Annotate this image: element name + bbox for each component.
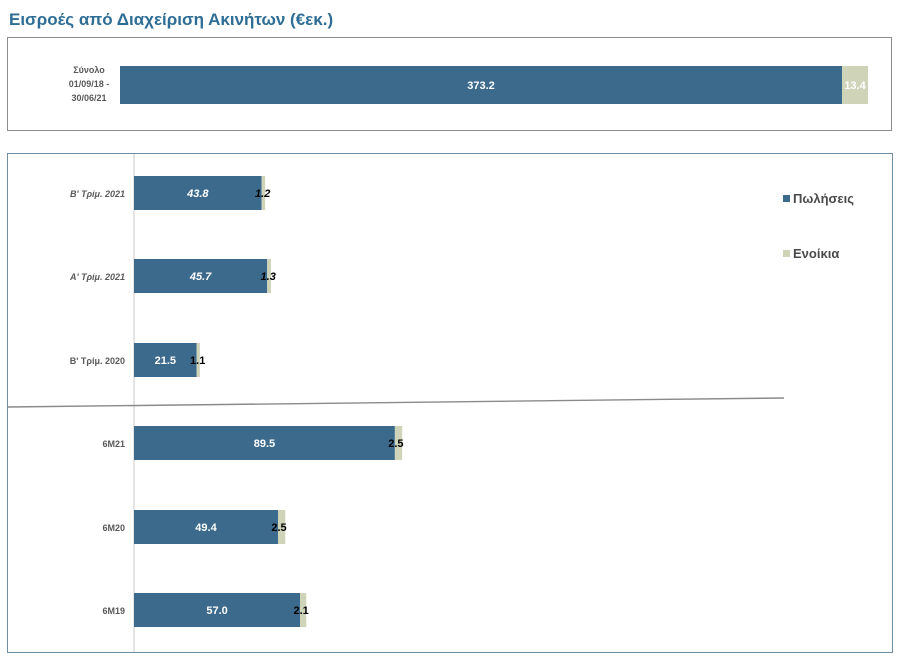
data-label-total-sales: 373.2 xyxy=(467,80,495,92)
data-label-rents: 1.3 xyxy=(261,271,276,283)
bar-rents xyxy=(394,426,403,460)
data-label-sales: 43.8 xyxy=(186,188,209,200)
category-label-total-line: Σύνολο xyxy=(73,65,105,75)
data-label-rents: 1.2 xyxy=(255,188,270,200)
category-label: 6M20 xyxy=(102,523,125,533)
category-label: Β' Τρίμ. 2020 xyxy=(70,356,125,366)
data-label-rents: 2.1 xyxy=(293,605,308,617)
period-chart-panel: 43.8 1.2 Β' Τρίμ. 2021 45.7 1.3 Α' Τρίμ. 2021… xyxy=(7,153,893,653)
data-label-sales: 89.5 xyxy=(254,438,275,450)
bar-rents xyxy=(196,343,200,377)
bar-sales xyxy=(134,343,197,377)
category-label-total-line: 01/09/18 - xyxy=(69,79,110,89)
data-label-sales: 45.7 xyxy=(189,271,212,283)
data-label-sales: 21.5 xyxy=(155,355,176,367)
category-label: 6M21 xyxy=(102,439,125,449)
bar-sales xyxy=(134,176,262,210)
page-title: Εισροές από Διαχείριση Ακινήτων (€εκ.) xyxy=(9,10,334,29)
legend-swatch-sales xyxy=(783,195,790,202)
data-label-rents: 1.1 xyxy=(190,355,205,367)
category-label: Β' Τρίμ. 2021 xyxy=(70,189,125,199)
bar-sales xyxy=(134,593,301,627)
data-label-rents: 2.5 xyxy=(388,438,403,450)
bar-rents xyxy=(267,259,271,293)
section-divider-line xyxy=(7,397,785,408)
legend-item-rents: Ενοίκια xyxy=(783,246,839,261)
bar-rents xyxy=(261,176,266,210)
legend-item-sales: Πωλήσεις xyxy=(783,191,854,206)
bar-sales xyxy=(134,259,268,293)
bar-total-rents xyxy=(842,66,868,104)
total-bar-chart: 373.2 13.4 Σύνολο 01/09/18 - 30/06/21 xyxy=(69,65,868,104)
bar-total-sales xyxy=(120,66,843,104)
legend-swatch-rents xyxy=(783,250,790,257)
legend-label-rents: Ενοίκια xyxy=(793,246,840,261)
data-label-sales: 57.0 xyxy=(206,605,227,617)
bar-sales xyxy=(134,510,278,544)
period-bar-chart: 43.8 1.2 Β' Τρίμ. 2021 45.7 1.3 Α' Τρίμ. 2021… xyxy=(7,154,785,652)
bar-sales xyxy=(134,426,395,460)
data-label-sales: 49.4 xyxy=(195,522,217,534)
category-label-total-line: 30/06/21 xyxy=(71,93,106,103)
total-chart-panel: 373.2 13.4 Σύνολο 01/09/18 - 30/06/21 xyxy=(7,37,892,131)
bar-rents xyxy=(300,593,307,627)
category-label: 6M19 xyxy=(102,606,125,616)
bar-rents xyxy=(277,510,286,544)
legend-label-sales: Πωλήσεις xyxy=(793,191,854,206)
data-label-total-rents: 13.4 xyxy=(844,80,866,92)
category-label: Α' Τρίμ. 2021 xyxy=(69,272,125,282)
data-label-rents: 2.5 xyxy=(271,522,286,534)
